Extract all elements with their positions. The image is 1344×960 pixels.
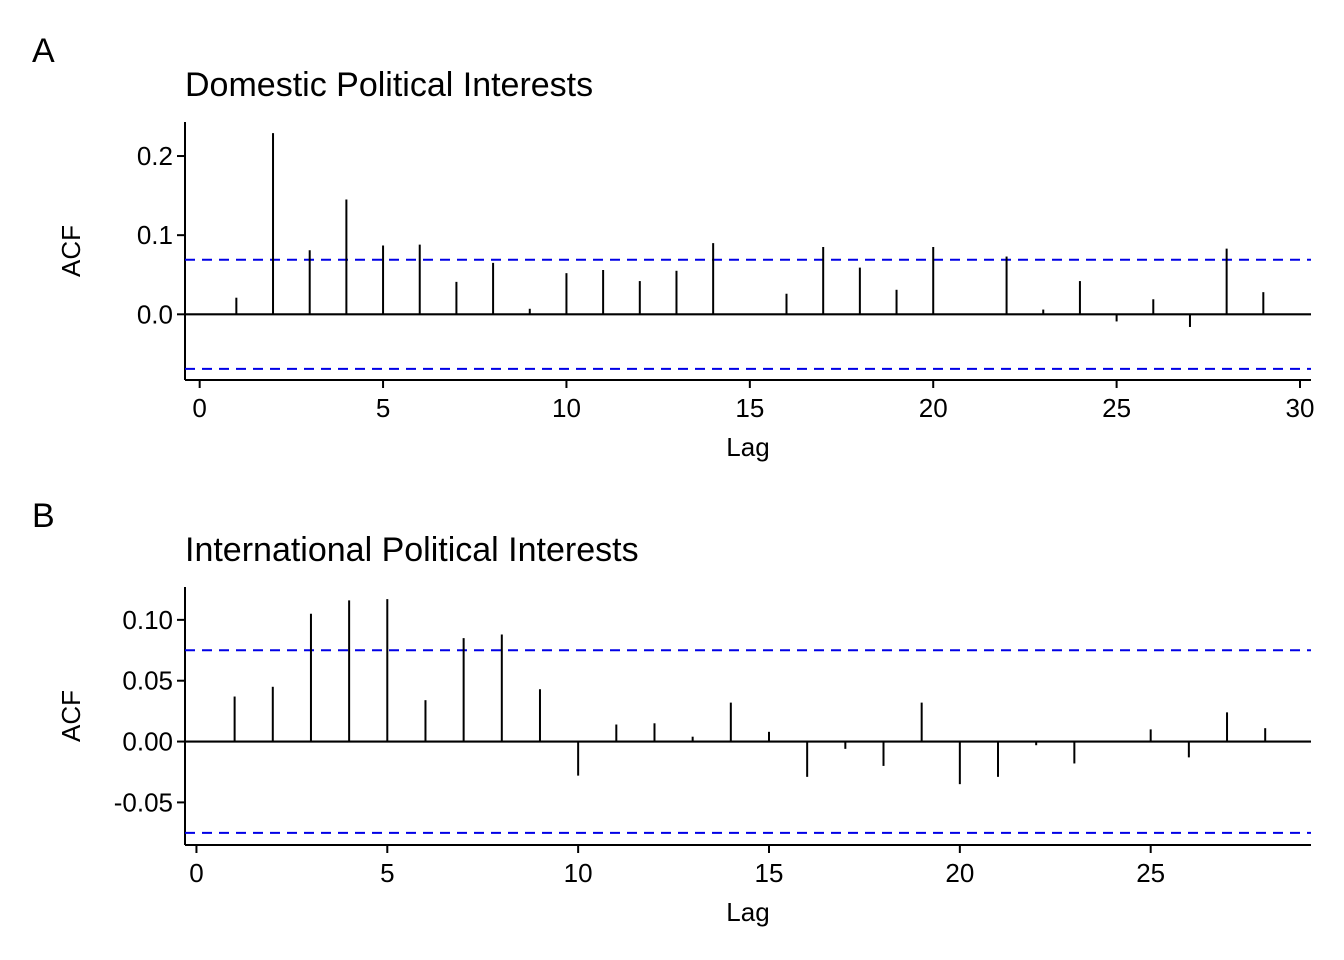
y-axis-label-a: ACF: [56, 225, 86, 277]
x-tick-label-b: 0: [189, 858, 203, 888]
x-tick-label-a: 25: [1102, 393, 1131, 423]
x-tick-label-b: 20: [945, 858, 974, 888]
x-tick-label-a: 30: [1286, 393, 1315, 423]
panel-b: B International Political Interests 0 5 10…: [32, 497, 1311, 927]
panel-tag-b: B: [32, 497, 55, 535]
plot-area-b: 0 5 10 15 20 25 -0.05 0.00 0.05 0.10 Lag ACF: [56, 587, 1311, 927]
x-tick-label-b: 5: [380, 858, 394, 888]
y-tick-label-a: 0.2: [137, 141, 173, 171]
panel-tag-a: A: [32, 32, 55, 70]
y-tick-label-b: 0.00: [122, 727, 173, 757]
x-tick-label-a: 10: [552, 393, 581, 423]
y-tick-label-b: 0.05: [122, 666, 173, 696]
y-tick-label-b: -0.05: [114, 787, 173, 817]
x-tick-label-a: 5: [376, 393, 390, 423]
x-tick-label-b: 25: [1136, 858, 1165, 888]
x-tick-label-b: 10: [564, 858, 593, 888]
plot-area-a: 0 5 10 15 20 25 30 0.0 0.1 0.2 Lag ACF: [56, 122, 1314, 462]
chart-title-a: Domestic Political Interests: [185, 66, 593, 104]
y-axis-label-b: ACF: [56, 690, 86, 742]
chart-title-b: International Political Interests: [185, 531, 639, 569]
x-tick-label-a: 0: [192, 393, 206, 423]
x-tick-label-a: 20: [919, 393, 948, 423]
x-tick-label-b: 15: [755, 858, 784, 888]
x-axis-label-a: Lag: [726, 432, 769, 462]
y-tick-label-a: 0.1: [137, 220, 173, 250]
y-tick-label-b: 0.10: [122, 605, 173, 635]
x-axis-label-b: Lag: [726, 897, 769, 927]
y-tick-label-a: 0.0: [137, 299, 173, 329]
panel-a: A Domestic Political Interests 0 5 10 15 20 2…: [32, 32, 1314, 462]
x-tick-label-a: 15: [735, 393, 764, 423]
